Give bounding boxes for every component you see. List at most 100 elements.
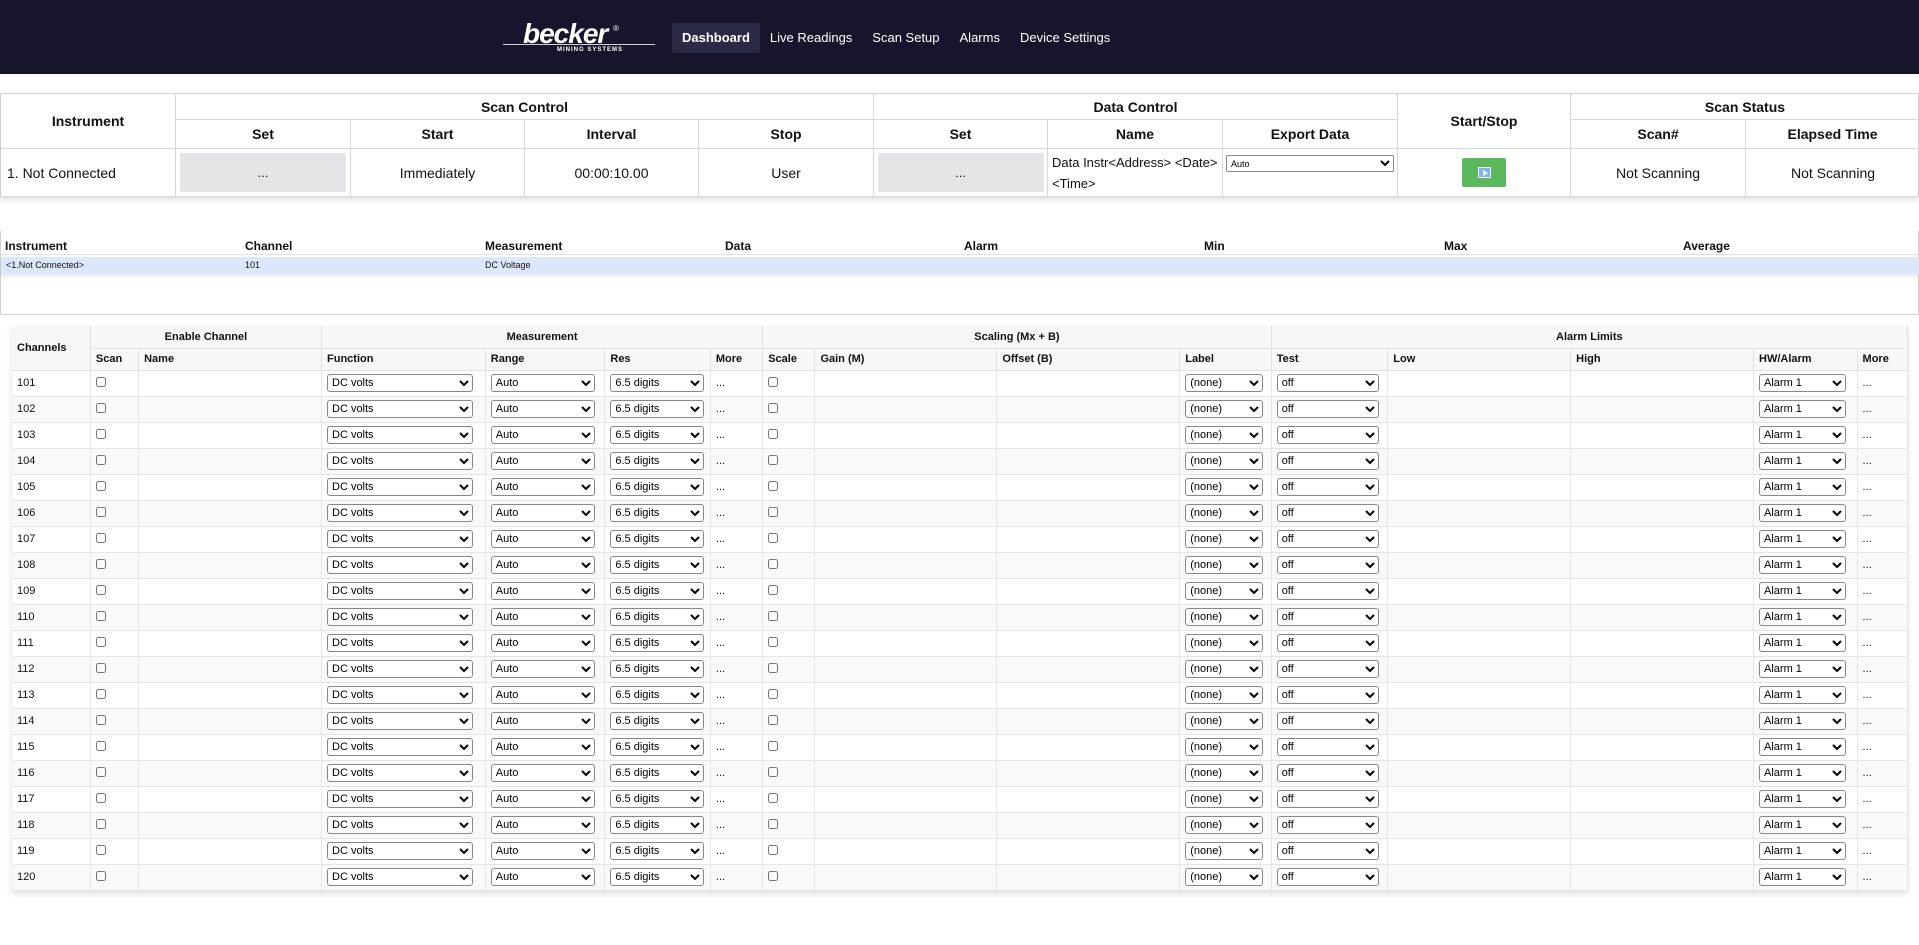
low-limit-input[interactable] xyxy=(1393,712,1566,730)
more-measurement-button[interactable]: ... xyxy=(710,526,764,553)
offset-input[interactable] xyxy=(1002,400,1175,418)
more-alarm-button[interactable]: ... xyxy=(1857,838,1909,865)
test-select[interactable]: off xyxy=(1276,400,1379,418)
offset-input[interactable] xyxy=(1002,478,1175,496)
range-select[interactable]: Auto xyxy=(490,660,595,678)
low-limit-input[interactable] xyxy=(1393,842,1566,860)
resolution-select[interactable]: 6.5 digits xyxy=(610,712,705,730)
more-alarm-button[interactable]: ... xyxy=(1857,552,1909,579)
range-select[interactable]: Auto xyxy=(490,452,595,470)
resolution-select[interactable]: 6.5 digits xyxy=(610,842,705,860)
more-measurement-button[interactable]: ... xyxy=(710,500,764,527)
channel-name-input[interactable] xyxy=(144,374,316,392)
high-limit-input[interactable] xyxy=(1576,738,1749,756)
gain-input[interactable] xyxy=(820,660,992,678)
hw-alarm-select[interactable]: Alarm 1 xyxy=(1759,608,1847,626)
more-alarm-button[interactable]: ... xyxy=(1857,422,1909,449)
high-limit-input[interactable] xyxy=(1576,634,1749,652)
function-select[interactable]: DC volts xyxy=(327,608,473,626)
test-select[interactable]: off xyxy=(1276,478,1379,496)
more-measurement-button[interactable]: ... xyxy=(710,604,764,631)
high-limit-input[interactable] xyxy=(1576,712,1749,730)
range-select[interactable]: Auto xyxy=(490,478,595,496)
range-select[interactable]: Auto xyxy=(490,868,595,886)
test-select[interactable]: off xyxy=(1276,504,1379,522)
range-select[interactable]: Auto xyxy=(490,712,595,730)
test-select[interactable]: off xyxy=(1276,686,1379,704)
offset-input[interactable] xyxy=(1002,686,1175,704)
label-select[interactable]: (none) xyxy=(1185,712,1264,730)
high-limit-input[interactable] xyxy=(1576,686,1749,704)
scan-checkbox[interactable] xyxy=(95,585,106,595)
low-limit-input[interactable] xyxy=(1393,452,1566,470)
readings-row[interactable]: <1.Not Connected> 101 DC Voltage xyxy=(1,257,1919,274)
offset-input[interactable] xyxy=(1002,504,1175,522)
gain-input[interactable] xyxy=(820,790,992,808)
test-select[interactable]: off xyxy=(1276,712,1379,730)
test-select[interactable]: off xyxy=(1276,764,1379,782)
nav-live-readings[interactable]: Live Readings xyxy=(769,30,853,45)
offset-input[interactable] xyxy=(1002,608,1175,626)
scale-checkbox[interactable] xyxy=(768,793,779,803)
low-limit-input[interactable] xyxy=(1393,374,1566,392)
range-select[interactable]: Auto xyxy=(490,816,595,834)
scale-checkbox[interactable] xyxy=(768,845,779,855)
scan-checkbox[interactable] xyxy=(95,741,106,751)
scale-checkbox[interactable] xyxy=(768,663,779,673)
scale-checkbox[interactable] xyxy=(768,585,779,595)
test-select[interactable]: off xyxy=(1276,842,1379,860)
label-select[interactable]: (none) xyxy=(1185,582,1264,600)
hw-alarm-select[interactable]: Alarm 1 xyxy=(1759,478,1847,496)
low-limit-input[interactable] xyxy=(1393,764,1566,782)
hw-alarm-select[interactable]: Alarm 1 xyxy=(1759,712,1847,730)
hw-alarm-select[interactable]: Alarm 1 xyxy=(1759,582,1847,600)
resolution-select[interactable]: 6.5 digits xyxy=(610,374,705,392)
gain-input[interactable] xyxy=(820,842,992,860)
gain-input[interactable] xyxy=(820,530,992,548)
label-select[interactable]: (none) xyxy=(1185,608,1264,626)
more-alarm-button[interactable]: ... xyxy=(1857,370,1909,397)
offset-input[interactable] xyxy=(1002,842,1175,860)
function-select[interactable]: DC volts xyxy=(327,530,473,548)
test-select[interactable]: off xyxy=(1276,582,1379,600)
channel-name-input[interactable] xyxy=(144,582,316,600)
gain-input[interactable] xyxy=(820,608,992,626)
more-alarm-button[interactable]: ... xyxy=(1857,682,1909,709)
range-select[interactable]: Auto xyxy=(490,634,595,652)
high-limit-input[interactable] xyxy=(1576,608,1749,626)
more-measurement-button[interactable]: ... xyxy=(710,864,764,891)
offset-input[interactable] xyxy=(1002,790,1175,808)
hw-alarm-select[interactable]: Alarm 1 xyxy=(1759,868,1847,886)
scan-checkbox[interactable] xyxy=(95,611,106,621)
start-scan-button[interactable] xyxy=(1462,158,1506,187)
more-alarm-button[interactable]: ... xyxy=(1857,864,1909,891)
scan-checkbox[interactable] xyxy=(95,507,106,517)
label-select[interactable]: (none) xyxy=(1185,478,1264,496)
label-select[interactable]: (none) xyxy=(1185,816,1264,834)
more-measurement-button[interactable]: ... xyxy=(710,474,764,501)
more-measurement-button[interactable]: ... xyxy=(710,812,764,839)
low-limit-input[interactable] xyxy=(1393,504,1566,522)
range-select[interactable]: Auto xyxy=(490,556,595,574)
channel-name-input[interactable] xyxy=(144,764,316,782)
nav-dashboard[interactable]: Dashboard xyxy=(672,23,760,53)
function-select[interactable]: DC volts xyxy=(327,712,473,730)
more-alarm-button[interactable]: ... xyxy=(1857,448,1909,475)
hw-alarm-select[interactable]: Alarm 1 xyxy=(1759,764,1847,782)
hw-alarm-select[interactable]: Alarm 1 xyxy=(1759,452,1847,470)
hw-alarm-select[interactable]: Alarm 1 xyxy=(1759,790,1847,808)
high-limit-input[interactable] xyxy=(1576,816,1749,834)
high-limit-input[interactable] xyxy=(1576,530,1749,548)
more-measurement-button[interactable]: ... xyxy=(710,422,764,449)
more-measurement-button[interactable]: ... xyxy=(710,682,764,709)
low-limit-input[interactable] xyxy=(1393,686,1566,704)
label-select[interactable]: (none) xyxy=(1185,374,1264,392)
gain-input[interactable] xyxy=(820,816,992,834)
test-select[interactable]: off xyxy=(1276,634,1379,652)
range-select[interactable]: Auto xyxy=(490,608,595,626)
high-limit-input[interactable] xyxy=(1576,426,1749,444)
scan-checkbox[interactable] xyxy=(95,455,106,465)
scan-checkbox[interactable] xyxy=(95,403,106,413)
channel-name-input[interactable] xyxy=(144,634,316,652)
more-alarm-button[interactable]: ... xyxy=(1857,578,1909,605)
